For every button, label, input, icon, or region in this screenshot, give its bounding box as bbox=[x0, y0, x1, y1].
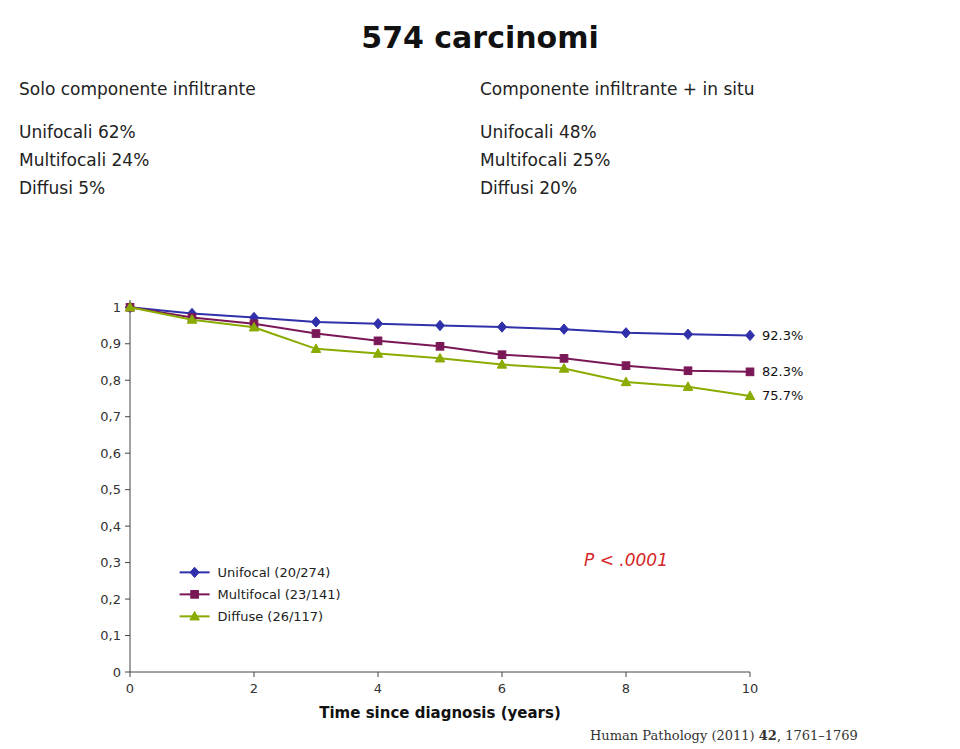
series-point bbox=[126, 302, 135, 312]
series-point bbox=[125, 302, 134, 311]
y-tick bbox=[125, 635, 130, 636]
x-tick bbox=[378, 672, 379, 677]
end-label: 75.7% bbox=[762, 388, 803, 403]
x-axis-label: Time since diagnosis (years) bbox=[319, 704, 561, 722]
x-tick bbox=[750, 672, 751, 677]
series-point bbox=[622, 328, 631, 338]
series-line bbox=[130, 307, 750, 396]
text-line: Multifocali 24% bbox=[19, 150, 149, 170]
series-point bbox=[684, 329, 693, 339]
subtitle: Componente infiltrante + in situ bbox=[480, 79, 754, 99]
legend: Unifocal (20/274) Multifocal (23/141) Diff… bbox=[180, 565, 341, 624]
series-point bbox=[312, 317, 321, 327]
plot-area bbox=[125, 302, 754, 399]
series-point bbox=[373, 349, 382, 358]
subtitle: Solo componente infiltrante bbox=[19, 79, 256, 99]
series-point bbox=[684, 367, 692, 375]
y-tick-label: 0,5 bbox=[100, 482, 121, 497]
series-point bbox=[560, 324, 569, 334]
series-point bbox=[559, 364, 568, 373]
legend-label: Diffuse (26/117) bbox=[218, 609, 324, 624]
legend-label: Multifocal (23/141) bbox=[218, 587, 341, 602]
text-line: Multifocali 25% bbox=[480, 150, 610, 170]
source-part: 42 bbox=[759, 728, 777, 743]
y-tick-label: 0,4 bbox=[100, 519, 121, 534]
series-line bbox=[130, 307, 750, 372]
series-point bbox=[374, 337, 382, 345]
y-tick bbox=[125, 343, 130, 344]
series-point bbox=[498, 351, 506, 359]
y-tick-label: 0,3 bbox=[100, 555, 121, 570]
y-tick-label: 0,8 bbox=[100, 373, 121, 388]
series-point bbox=[497, 360, 506, 369]
x-tick bbox=[626, 672, 627, 677]
axes: 00,10,20,30,40,50,60,70,80,910246810 bbox=[100, 300, 758, 696]
source-part: Human Pathology (2011) bbox=[590, 728, 759, 743]
end-label: 82.3% bbox=[762, 364, 803, 379]
y-tick-label: 0,6 bbox=[100, 446, 121, 461]
y-tick-label: 0 bbox=[113, 665, 121, 680]
text-line: Unifocali 48% bbox=[480, 122, 597, 142]
end-label: 92.3% bbox=[762, 328, 803, 343]
series-point bbox=[746, 368, 754, 376]
title: 574 carcinomi bbox=[361, 20, 598, 55]
x-tick bbox=[502, 672, 503, 677]
y-tick-label: 1 bbox=[113, 300, 121, 315]
y-tick bbox=[125, 562, 130, 563]
y-tick bbox=[125, 599, 130, 600]
series bbox=[126, 303, 754, 375]
y-tick-label: 0,1 bbox=[100, 628, 121, 643]
series-point bbox=[249, 322, 258, 331]
x-tick-label: 0 bbox=[126, 681, 134, 696]
x-axis-line bbox=[130, 672, 750, 673]
series-point bbox=[436, 342, 444, 350]
x-tick-label: 6 bbox=[498, 681, 506, 696]
series bbox=[126, 302, 755, 340]
series-point bbox=[187, 315, 196, 324]
y-tick bbox=[125, 489, 130, 490]
series-point bbox=[436, 320, 445, 330]
series-point bbox=[683, 382, 692, 391]
x-tick bbox=[130, 672, 131, 677]
y-tick-label: 0,7 bbox=[100, 409, 121, 424]
y-tick bbox=[125, 380, 130, 381]
series-point bbox=[746, 330, 755, 340]
source-part: , 1761–1769 bbox=[777, 728, 858, 743]
text-line: Unifocali 62% bbox=[19, 122, 136, 142]
legend-marker bbox=[190, 611, 199, 620]
legend-marker bbox=[190, 567, 199, 577]
text-line: Diffusi 5% bbox=[19, 178, 105, 198]
chart: 574 carcinomi Solo componente infiltrante… bbox=[0, 0, 960, 749]
source: Human Pathology (2011) 42, 1761–1769 bbox=[590, 728, 858, 743]
series-point bbox=[745, 391, 754, 400]
series bbox=[125, 302, 754, 399]
y-tick bbox=[125, 672, 130, 673]
x-tick bbox=[254, 672, 255, 677]
y-tick-label: 0,9 bbox=[100, 336, 121, 351]
annotation: P < .0001 bbox=[584, 550, 668, 570]
series-point bbox=[560, 355, 568, 363]
background bbox=[0, 0, 960, 749]
y-tick bbox=[125, 453, 130, 454]
y-axis-line bbox=[130, 300, 131, 672]
y-tick-label: 0,2 bbox=[100, 592, 121, 607]
series-point bbox=[311, 344, 320, 353]
x-tick-label: 8 bbox=[622, 681, 630, 696]
series-point bbox=[498, 322, 507, 332]
text-line: Diffusi 20% bbox=[480, 178, 577, 198]
x-tick-label: 10 bbox=[742, 681, 759, 696]
y-tick bbox=[125, 526, 130, 527]
series-point bbox=[435, 353, 444, 362]
x-tick-label: 4 bbox=[374, 681, 382, 696]
y-tick bbox=[125, 416, 130, 417]
series-point bbox=[622, 362, 630, 370]
series-point bbox=[374, 319, 383, 329]
legend-label: Unifocal (20/274) bbox=[218, 565, 331, 580]
legend-marker bbox=[191, 591, 199, 599]
series-point bbox=[621, 377, 630, 386]
x-tick-label: 2 bbox=[250, 681, 258, 696]
series-point bbox=[312, 330, 320, 338]
